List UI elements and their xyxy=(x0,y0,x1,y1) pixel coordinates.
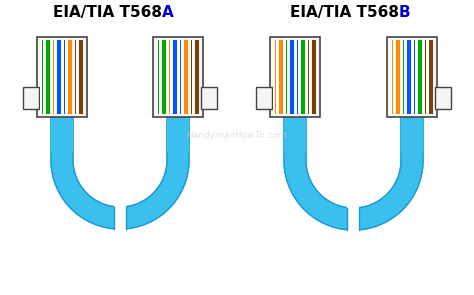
Bar xyxy=(37,37,87,117)
Bar xyxy=(162,40,166,114)
Bar xyxy=(414,40,415,114)
Bar xyxy=(387,37,437,117)
Bar xyxy=(279,40,283,114)
Bar xyxy=(190,40,194,114)
Bar xyxy=(153,37,203,117)
Bar xyxy=(295,40,300,114)
Polygon shape xyxy=(51,102,189,229)
Bar xyxy=(425,40,427,114)
Bar xyxy=(401,40,406,114)
Bar xyxy=(392,40,393,114)
Bar xyxy=(290,40,294,114)
Bar xyxy=(63,40,67,114)
Bar xyxy=(184,40,189,114)
Text: HandymanHowTo.com: HandymanHowTo.com xyxy=(187,130,287,140)
Bar xyxy=(391,40,395,114)
Bar xyxy=(435,87,451,109)
Bar xyxy=(275,40,276,114)
Text: EIA/TIA T568: EIA/TIA T568 xyxy=(291,5,400,20)
Bar xyxy=(57,40,62,114)
Bar xyxy=(396,40,401,114)
Bar xyxy=(273,40,278,114)
Bar xyxy=(286,40,287,114)
Bar xyxy=(412,40,417,114)
Polygon shape xyxy=(284,102,423,230)
Bar xyxy=(158,40,159,114)
Bar xyxy=(429,40,434,114)
Text: B: B xyxy=(399,5,410,20)
Bar xyxy=(270,37,320,117)
Bar xyxy=(423,40,428,114)
Bar xyxy=(284,117,306,152)
Bar xyxy=(301,40,306,114)
Bar xyxy=(173,40,177,114)
Bar xyxy=(195,40,200,114)
Bar xyxy=(79,40,83,114)
Bar xyxy=(51,117,73,152)
Bar xyxy=(403,40,404,114)
Bar xyxy=(347,206,359,232)
Text: EIA/TIA T568: EIA/TIA T568 xyxy=(54,5,163,20)
Bar xyxy=(75,40,76,114)
Bar xyxy=(407,40,411,114)
Bar xyxy=(284,40,289,114)
Bar xyxy=(42,40,44,114)
Bar xyxy=(401,117,423,152)
Bar xyxy=(180,40,182,114)
Bar xyxy=(46,40,51,114)
Text: A: A xyxy=(162,5,174,20)
Bar xyxy=(114,205,126,231)
Bar xyxy=(23,87,39,109)
Bar xyxy=(73,40,78,114)
Bar xyxy=(297,40,299,114)
Bar xyxy=(307,40,311,114)
Bar xyxy=(312,40,317,114)
Bar xyxy=(256,87,272,109)
Bar xyxy=(418,40,422,114)
Bar xyxy=(156,40,161,114)
Bar xyxy=(167,117,189,152)
Bar xyxy=(179,40,183,114)
Bar xyxy=(191,40,192,114)
Bar xyxy=(53,40,55,114)
Bar xyxy=(64,40,65,114)
Bar xyxy=(167,40,172,114)
Bar xyxy=(201,87,217,109)
Bar xyxy=(40,40,45,114)
Bar xyxy=(68,40,73,114)
Bar xyxy=(52,40,56,114)
Bar xyxy=(169,40,171,114)
Bar xyxy=(308,40,310,114)
